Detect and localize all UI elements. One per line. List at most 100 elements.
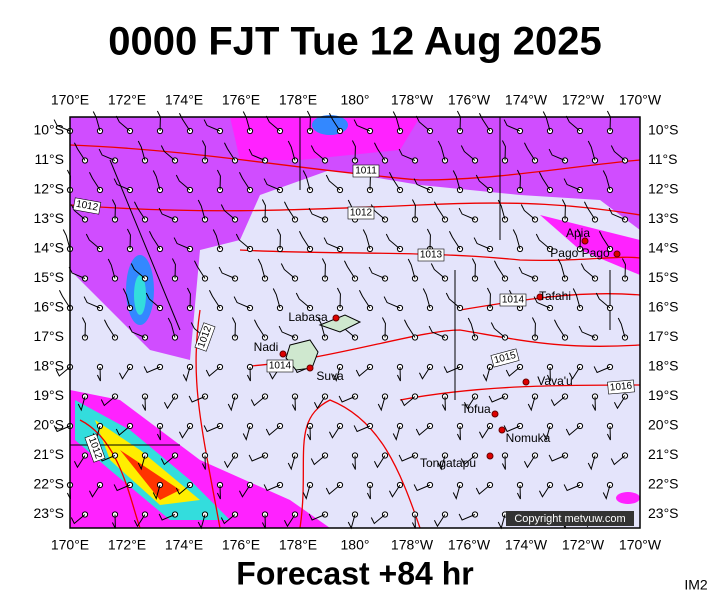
- barb: [233, 296, 251, 309]
- barb: [257, 258, 266, 279]
- wind-barbs: [53, 110, 629, 530]
- lon-label: 174°E: [165, 92, 203, 108]
- barb: [328, 425, 341, 439]
- barb: [323, 237, 341, 250]
- barb: [610, 455, 626, 466]
- barb: [298, 230, 311, 250]
- barb: [220, 514, 236, 525]
- barb: [77, 396, 86, 412]
- isobar-label: 1012: [347, 206, 375, 220]
- barb: [287, 140, 296, 161]
- barb: [546, 366, 551, 382]
- barb: [261, 199, 266, 220]
- barb: [133, 514, 146, 528]
- barb: [85, 233, 101, 250]
- barb: [392, 425, 401, 441]
- barb: [248, 454, 266, 462]
- barb: [216, 484, 221, 500]
- barb: [411, 199, 416, 220]
- lon-label: 176°E: [222, 537, 260, 553]
- barb: [351, 140, 356, 161]
- barb: [445, 292, 461, 309]
- barb: [520, 204, 536, 220]
- barb: [501, 140, 506, 161]
- barb: [621, 258, 626, 279]
- barb: [313, 396, 326, 410]
- isobar-label: 1012: [72, 197, 102, 215]
- barb: [223, 455, 236, 469]
- isobar-label-box: [352, 164, 380, 178]
- lon-label: 174°W: [505, 92, 548, 108]
- barb: [415, 115, 431, 132]
- barb: [516, 484, 521, 500]
- barb: [98, 148, 116, 161]
- barb: [111, 199, 116, 220]
- isobars: [69, 144, 641, 529]
- barb: [122, 288, 131, 309]
- barb: [295, 292, 311, 309]
- barb: [353, 119, 371, 132]
- barb: [576, 228, 581, 250]
- barb: [73, 142, 86, 161]
- barb: [456, 425, 461, 441]
- barb: [103, 319, 116, 338]
- barb: [388, 484, 401, 498]
- barb: [563, 484, 581, 492]
- barb: [175, 484, 191, 495]
- barb: [463, 396, 476, 410]
- barb: [53, 425, 71, 433]
- barb: [203, 119, 221, 132]
- image-id: IM2: [684, 577, 708, 593]
- barb: [351, 455, 356, 470]
- barb: [355, 366, 371, 377]
- lat-label: 14°S: [648, 240, 679, 256]
- barb: [523, 142, 536, 161]
- barb: [377, 396, 386, 412]
- barb: [471, 258, 476, 279]
- barb: [118, 366, 131, 380]
- isobar-label: 1015: [490, 348, 520, 368]
- barb: [548, 148, 566, 161]
- barb: [100, 396, 116, 407]
- isobar-label-text: 1013: [420, 250, 443, 261]
- barb: [156, 425, 161, 441]
- barb: [128, 325, 146, 338]
- barb: [58, 289, 71, 309]
- lon-label: 176°E: [222, 92, 260, 108]
- barb: [422, 288, 431, 309]
- barb: [265, 115, 281, 132]
- barb: [538, 484, 551, 498]
- barb: [336, 287, 341, 309]
- place-dot: [613, 250, 621, 258]
- barb: [201, 455, 206, 470]
- barb: [178, 112, 191, 132]
- barb: [563, 178, 581, 191]
- barb: [242, 425, 251, 441]
- lat-label: 20°S: [33, 417, 64, 433]
- lon-label: 170°W: [619, 537, 662, 553]
- lat-label: 14°S: [33, 240, 64, 256]
- barb: [441, 396, 446, 411]
- barb: [538, 171, 551, 191]
- barb: [235, 233, 251, 250]
- barb: [478, 425, 491, 439]
- barb: [587, 140, 596, 161]
- lat-label: 23°S: [648, 505, 679, 521]
- barb: [362, 229, 371, 250]
- barb: [126, 228, 131, 250]
- lon-label: 172°E: [108, 537, 146, 553]
- barb: [542, 425, 551, 441]
- barb: [503, 425, 521, 433]
- barb: [310, 455, 326, 466]
- lat-label: 13°S: [33, 210, 64, 226]
- lat-label: 12°S: [648, 181, 679, 197]
- map-frame: [69, 116, 641, 529]
- lat-label: 16°S: [648, 299, 679, 315]
- barb: [467, 317, 476, 338]
- place-label: Labasa: [288, 310, 328, 324]
- barb: [518, 266, 536, 279]
- place-label: Nomuka: [506, 431, 551, 445]
- barb: [88, 171, 101, 191]
- barb: [535, 233, 551, 250]
- place-dot: [332, 314, 340, 322]
